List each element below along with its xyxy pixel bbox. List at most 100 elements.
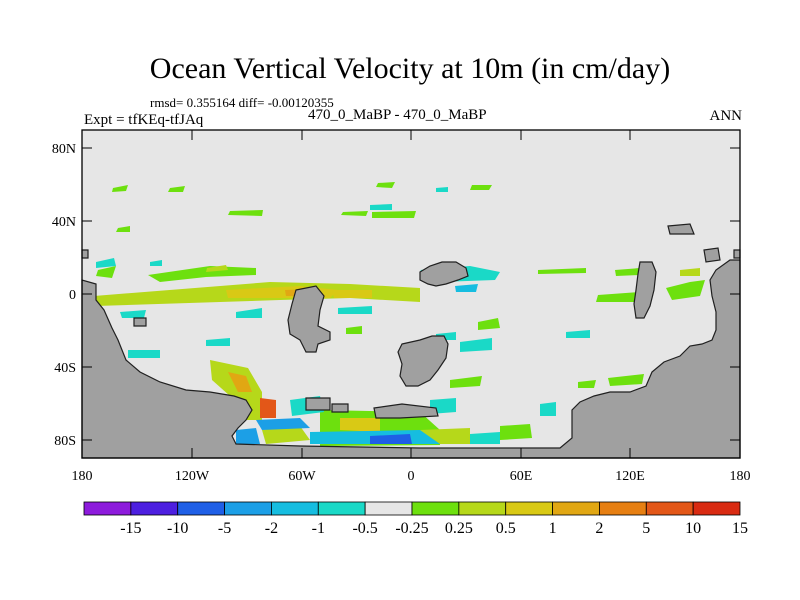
stats-text: rmsd= 0.355164 diff= -0.00120355	[150, 95, 334, 110]
lat-tick-label: 40N	[52, 215, 76, 230]
colorbar-swatch	[552, 501, 600, 516]
colorbar-swatch	[645, 501, 694, 516]
colorbar-swatch	[224, 501, 272, 516]
contour-patch	[341, 211, 368, 216]
colorbar-label: 2	[595, 520, 603, 537]
contour-patch	[578, 380, 596, 388]
contour-patch	[436, 187, 448, 192]
land-masses	[81, 223, 741, 459]
contour-patch	[566, 330, 590, 338]
colorbar-swatch	[458, 501, 507, 516]
contour-patch	[236, 428, 260, 444]
contour-patch	[260, 398, 276, 418]
colorbar-swatch	[83, 501, 132, 516]
contour-patch	[338, 306, 372, 314]
contour-patch	[228, 210, 263, 216]
lon-tick-label: 120E	[615, 469, 645, 484]
lon-axis: 180 120W 60W 0 60E 120E 180	[72, 130, 751, 484]
contour-patch	[370, 434, 412, 444]
colorbar-label: 15	[732, 520, 748, 537]
contour-patch	[680, 268, 700, 276]
colorbar-label: -5	[218, 520, 231, 537]
contour-patch	[540, 402, 556, 416]
season-label: ANN	[709, 108, 743, 124]
contour-patch	[96, 258, 116, 268]
contour-patch	[346, 326, 362, 334]
land-island-small	[305, 397, 331, 411]
contour-patch	[450, 376, 482, 388]
contour-patch	[150, 260, 162, 266]
contour-patch	[332, 290, 372, 298]
land-east-island	[703, 247, 721, 263]
land-southern	[81, 259, 741, 459]
colorbar-label: 10	[685, 520, 701, 537]
colorbar-label: -15	[120, 520, 141, 537]
colorbar-swatch	[692, 501, 741, 516]
land-africa	[397, 335, 449, 387]
contour-patch	[370, 204, 392, 210]
colorbar-label: -10	[167, 520, 188, 537]
lat-tick-label: 80S	[54, 434, 76, 449]
land-island-south	[373, 403, 439, 419]
contour-patch	[236, 308, 262, 318]
colorbar-swatch	[317, 501, 366, 516]
colorbar: -15 -10 -5 -2 -1 -0.5 -0.25 0.25 0.5 1 2 5 10 15	[83, 501, 748, 537]
contour-patch	[470, 432, 500, 444]
colorbar-label: -0.5	[352, 520, 377, 537]
contour-patch	[376, 182, 395, 188]
contour-patch	[478, 318, 500, 330]
contour-patch	[120, 310, 146, 318]
land-north-africa	[419, 261, 469, 287]
colorbar-swatch	[130, 501, 179, 516]
contour-patch	[372, 211, 416, 218]
contour-patch	[538, 268, 586, 274]
map-panel	[81, 129, 741, 459]
colorbar-label: 5	[642, 520, 650, 537]
colorbar-label: -1	[312, 520, 325, 537]
land-east-block	[667, 223, 695, 235]
contour-patch	[340, 418, 380, 432]
colorbar-label: -0.25	[395, 520, 428, 537]
contour-patch	[228, 372, 252, 392]
colorbar-swatch	[271, 501, 319, 516]
lon-tick-label: 60W	[288, 469, 316, 484]
runs-label: 470_0_MaBP - 470_0_MaBP	[308, 107, 487, 123]
lon-tick-label: 180	[72, 469, 93, 484]
contour-patch	[128, 350, 160, 358]
lon-tick-label: 180	[730, 469, 751, 484]
colorbar-label: 0.5	[496, 520, 516, 537]
contour-patch	[455, 284, 478, 292]
experiment-label: Expt = tfKEq-tfJAq	[84, 112, 204, 128]
contour-patch	[262, 426, 310, 444]
lon-tick-label: 0	[408, 469, 415, 484]
contour-patch	[470, 185, 492, 190]
lat-axis: 80N 40N 0 40S 80S	[52, 142, 740, 449]
colorbar-swatch	[599, 501, 647, 516]
colorbar-label: 0.25	[445, 520, 473, 537]
contour-patch	[460, 338, 492, 352]
colorbar-swatch	[177, 501, 225, 516]
contour-patch	[608, 374, 644, 386]
land-south-america	[287, 285, 331, 353]
lat-tick-label: 0	[69, 288, 76, 303]
contour-patch	[168, 186, 185, 192]
land-east-edge	[733, 249, 741, 259]
contour-patch	[148, 266, 256, 282]
lon-tick-label: 60E	[510, 469, 533, 484]
land-west-edge	[81, 249, 89, 259]
land-island-tiny	[331, 403, 349, 413]
land-island-west	[133, 317, 147, 327]
colorbar-label: 1	[549, 520, 557, 537]
contour-patch	[96, 266, 116, 278]
contour-patch	[615, 268, 640, 276]
colorbar-swatch	[505, 501, 553, 516]
lat-tick-label: 40S	[54, 361, 76, 376]
lon-tick-label: 120W	[175, 469, 210, 484]
contour-patch	[112, 185, 128, 192]
colorbar-label: -2	[265, 520, 278, 537]
contour-patch	[666, 280, 705, 300]
map-title: Ocean Vertical Velocity at 10m (in cm/da…	[149, 52, 671, 85]
contour-patch	[256, 418, 310, 430]
contour-patch	[206, 265, 228, 272]
